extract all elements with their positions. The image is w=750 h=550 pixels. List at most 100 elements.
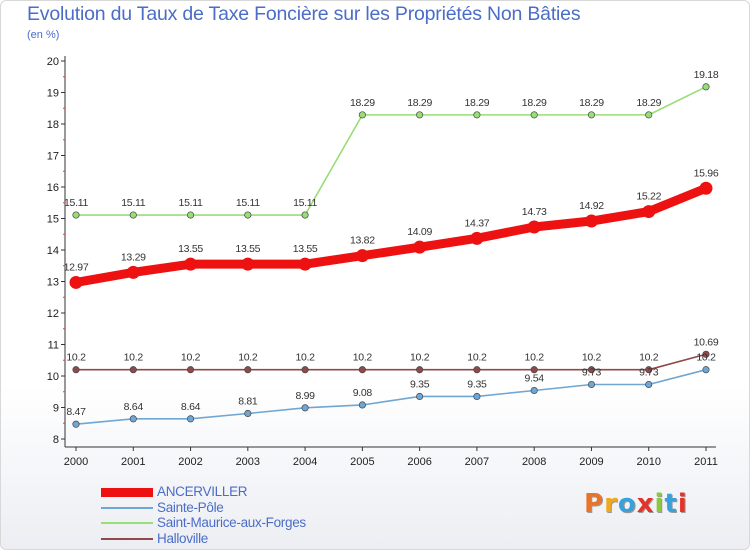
legend-label: ANCERVILLER	[157, 484, 248, 499]
x-tick-label: 2011	[694, 456, 718, 468]
chart-title: Evolution du Taux de Taxe Foncière sur l…	[27, 3, 581, 25]
data-point	[530, 386, 538, 395]
data-point	[129, 211, 137, 219]
data-point	[587, 111, 596, 119]
y-tick-label: 11	[48, 340, 59, 352]
data-point	[301, 404, 309, 412]
data-label: 13.55	[235, 243, 260, 255]
data-point	[416, 392, 424, 401]
data-label: 15.11	[236, 197, 260, 209]
y-tick-label: 17	[47, 151, 59, 163]
data-label: 18.29	[636, 97, 661, 109]
x-tick-label: 2000	[64, 456, 88, 468]
data-point	[702, 366, 710, 374]
data-labels: 10.2 10.2 10.2 10.2 10.2 10.2 10.2 10.2 10.2 10.2…	[64, 69, 720, 418]
y-tick-label: 20	[47, 56, 59, 68]
data-point	[244, 366, 252, 374]
data-point	[530, 111, 538, 119]
data-label: 9.08	[353, 387, 373, 399]
data-label: 10.2	[66, 352, 86, 364]
y-tick-label: 9	[53, 403, 59, 415]
data-point	[69, 275, 83, 289]
data-point	[584, 214, 598, 228]
legend-label: Halloville	[157, 530, 209, 546]
y-tick-label: 16	[47, 182, 59, 194]
data-point	[184, 257, 198, 271]
data-label: 10.2	[582, 352, 602, 364]
x-tick-label: 2005	[350, 456, 374, 468]
data-label: 15.11	[179, 197, 203, 209]
proxiti-logo: Proxiti	[584, 489, 688, 519]
data-point	[587, 380, 596, 389]
data-point	[72, 366, 80, 374]
data-point	[416, 366, 424, 374]
data-label: 10.2	[238, 352, 258, 364]
data-point	[702, 83, 710, 91]
data-label: 9.54	[525, 372, 545, 384]
data-point	[298, 257, 312, 271]
series-lines	[71, 86, 711, 425]
data-point	[645, 111, 653, 119]
x-tick-label: 2010	[636, 456, 660, 468]
legend-label: Sainte-Pôle	[157, 499, 224, 515]
data-label: 10.2	[525, 352, 545, 364]
data-label: 8.64	[124, 401, 144, 413]
data-point	[699, 181, 713, 195]
data-label: 10.2	[353, 352, 373, 364]
data-point	[473, 392, 481, 401]
series-line-0	[71, 183, 711, 287]
data-point	[416, 111, 424, 119]
data-point	[702, 350, 710, 358]
x-tick-label: 2009	[579, 456, 603, 468]
data-label: 15.22	[636, 191, 661, 203]
data-label: 18.29	[407, 97, 432, 109]
data-point	[645, 380, 653, 389]
series-line-2	[75, 86, 707, 216]
data-label: 9.73	[582, 367, 602, 379]
y-tick-label: 18	[47, 119, 59, 131]
data-label: 10.2	[467, 352, 487, 364]
data-point	[527, 220, 541, 234]
data-label: 19.18	[694, 69, 719, 81]
data-label: 18.29	[522, 97, 547, 109]
data-point	[244, 211, 252, 219]
series-points	[69, 83, 713, 428]
x-tick-label: 2006	[407, 456, 431, 468]
data-label: 9.35	[410, 378, 430, 390]
x-tick-label: 2002	[178, 456, 202, 468]
data-label: 18.29	[350, 97, 375, 109]
series-line-1	[75, 368, 707, 425]
y-tick-label: 12	[47, 308, 59, 320]
x-tick-label: 2007	[465, 456, 489, 468]
data-point	[186, 366, 195, 374]
data-label: 10.2	[639, 352, 659, 364]
y-tick-label: 14	[47, 245, 59, 257]
x-tick-label: 2001	[121, 456, 145, 468]
data-label: 8.47	[66, 406, 86, 418]
data-label: 10.2	[181, 352, 201, 364]
data-point	[642, 205, 656, 219]
chart-unit: (en %)	[27, 29, 60, 41]
data-point	[358, 401, 366, 409]
data-point	[186, 211, 195, 219]
legend-swatch	[101, 506, 153, 509]
data-label: 10.2	[410, 352, 430, 364]
data-label: 8.81	[238, 395, 258, 407]
legend-swatch	[101, 487, 153, 497]
y-tick-label: 10	[47, 371, 59, 383]
data-label: 15.11	[64, 197, 88, 209]
data-label: 14.73	[522, 206, 547, 218]
data-point	[129, 415, 137, 423]
data-point	[72, 211, 80, 219]
axes: 8 9 10 11 12 13 14 15 16 17 18 19 20 2000 2001 2002 2003…	[47, 56, 718, 468]
data-point	[645, 366, 653, 374]
data-point	[470, 231, 484, 245]
data-point	[72, 420, 80, 428]
data-point	[244, 409, 252, 418]
data-label: 15.11	[121, 197, 145, 209]
data-label: 13.55	[178, 243, 203, 255]
data-point	[358, 111, 366, 119]
data-point	[126, 265, 140, 279]
